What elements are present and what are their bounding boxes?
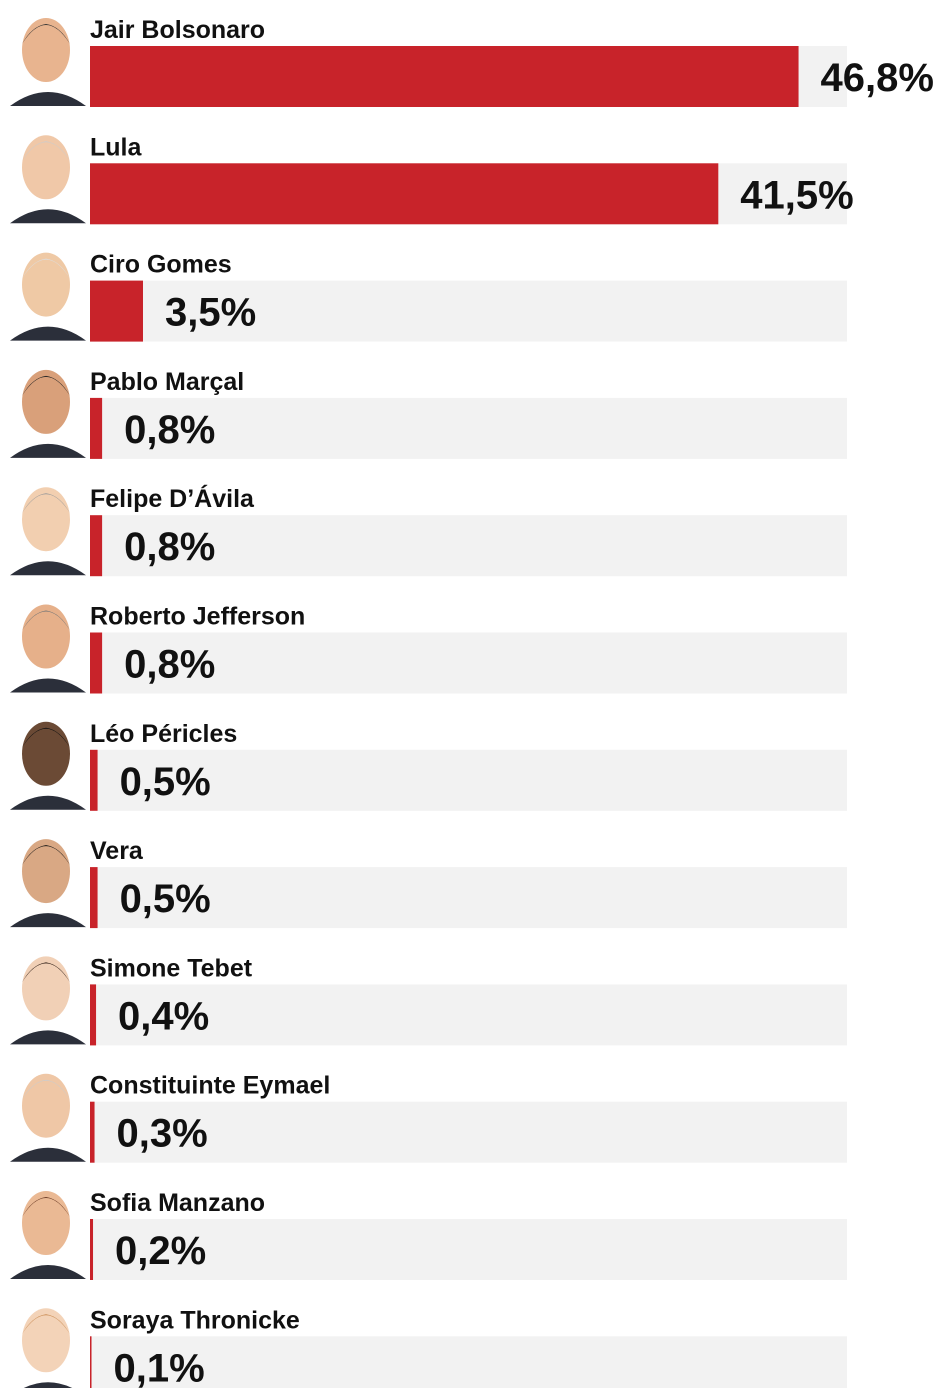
bar-background <box>90 1219 847 1280</box>
portrait-head <box>22 721 70 786</box>
category-label: Léo Péricles <box>90 720 237 748</box>
portrait-body <box>10 561 86 576</box>
value-label: 0,2% <box>115 1229 206 1273</box>
portrait-head <box>22 839 70 904</box>
portrait-head <box>22 1191 70 1255</box>
portrait-head <box>22 487 70 552</box>
category-label: Felipe D’Ávila <box>90 484 255 513</box>
bar-background <box>90 632 847 694</box>
portrait <box>10 135 86 224</box>
bar-background <box>90 1101 847 1163</box>
bar-background <box>90 397 847 459</box>
category-label: Ciro Gomes <box>90 251 232 279</box>
portrait-body <box>10 209 86 224</box>
value-label: 46,8% <box>821 56 934 100</box>
value-label: 0,8% <box>124 643 215 687</box>
bar-background <box>90 1336 847 1388</box>
bar <box>90 749 98 811</box>
bar <box>90 46 799 107</box>
bar-background <box>90 984 847 1046</box>
portrait <box>10 1191 86 1279</box>
bar <box>90 867 98 929</box>
portrait-body <box>10 443 86 458</box>
portrait <box>10 956 86 1045</box>
category-label: Lula <box>90 133 142 161</box>
bar <box>90 397 103 459</box>
category-label: Constituinte Eymael <box>90 1072 330 1100</box>
bar-background <box>90 749 847 811</box>
portrait <box>10 252 86 341</box>
value-label: 0,1% <box>114 1346 205 1388</box>
portrait-head <box>22 18 70 82</box>
portrait-head <box>22 604 70 669</box>
portrait-head <box>22 369 70 434</box>
bar <box>90 280 143 342</box>
portrait <box>10 369 86 458</box>
bar <box>90 1336 92 1388</box>
value-label: 0,3% <box>117 1112 208 1156</box>
portrait-head <box>22 252 70 317</box>
portrait-head <box>22 956 70 1021</box>
category-label: Pablo Marçal <box>90 368 244 396</box>
portrait <box>22 1308 73 1388</box>
value-label: 0,4% <box>118 994 209 1038</box>
portrait <box>10 839 86 928</box>
value-label: 0,8% <box>124 408 215 452</box>
portrait <box>10 721 86 810</box>
portrait-body <box>10 1030 86 1045</box>
bar-background <box>90 515 847 577</box>
category-label: Simone Tebet <box>90 954 253 982</box>
bar <box>90 632 103 694</box>
bar <box>90 515 103 577</box>
category-label: Soraya Thronicke <box>90 1306 300 1334</box>
portrait-head <box>22 135 70 200</box>
category-label: Sofia Manzano <box>90 1189 265 1217</box>
value-label: 0,8% <box>124 525 215 569</box>
portrait <box>10 604 86 693</box>
portrait-body <box>10 326 86 341</box>
bar <box>90 163 719 225</box>
bar <box>90 1101 95 1163</box>
bar-background <box>90 867 847 929</box>
portrait-body <box>10 1147 86 1162</box>
portrait <box>10 487 86 576</box>
bar <box>90 984 97 1046</box>
portrait-body <box>23 1382 73 1388</box>
portrait <box>10 18 86 106</box>
portrait-head <box>22 1073 70 1138</box>
portrait-body <box>10 1265 86 1279</box>
value-label: 0,5% <box>120 760 211 804</box>
category-label: Jair Bolsonaro <box>90 16 265 44</box>
category-label: Roberto Jefferson <box>90 603 305 631</box>
portrait-body <box>10 913 86 928</box>
bar <box>90 1219 94 1280</box>
value-label: 0,5% <box>120 877 211 921</box>
value-label: 41,5% <box>740 173 853 217</box>
portrait <box>10 1073 86 1162</box>
portrait-head <box>22 1308 70 1373</box>
bar-background <box>90 280 847 342</box>
value-label: 3,5% <box>165 291 256 335</box>
portrait-body <box>10 795 86 810</box>
category-label: Vera <box>90 837 144 865</box>
portrait-body <box>10 92 86 106</box>
portrait-body <box>10 678 86 693</box>
